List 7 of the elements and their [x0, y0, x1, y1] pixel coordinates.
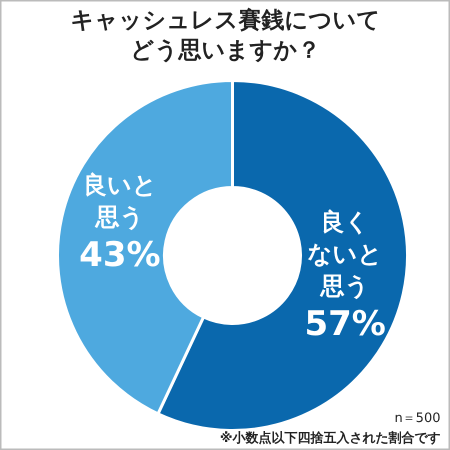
text: ※小数点以下四捨五入された割合です: [220, 430, 440, 446]
slice-label: 良いと思う: [82, 170, 157, 231]
data-label: 57%: [304, 304, 386, 344]
text: n＝500: [394, 411, 441, 426]
slice-label: 良くないと思う: [308, 208, 383, 300]
data-label: 43%: [79, 234, 161, 275]
chart-title: キャッシュレス賽銭についてどう思いますか？: [70, 8, 380, 64]
